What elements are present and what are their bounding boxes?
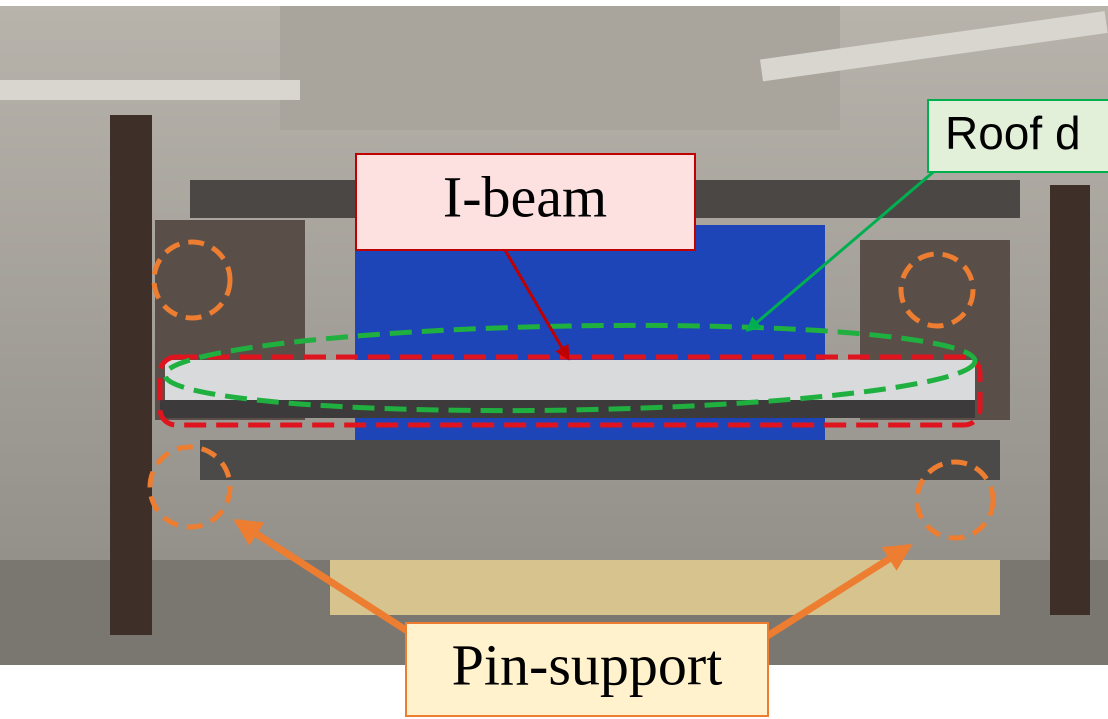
pin-support-callout: Pin-support: [406, 623, 768, 716]
i-beam-callout: I-beam: [356, 154, 695, 250]
callout-label: Roof d: [945, 107, 1081, 159]
callout-label: Pin-support: [452, 632, 723, 697]
page: I-beam Roof d Pin-support (() => { const…: [0, 0, 1108, 719]
roof-deck-callout: Roof d: [928, 100, 1108, 172]
annotated-photo: I-beam Roof d Pin-support: [0, 0, 1108, 719]
callout-label: I-beam: [443, 164, 607, 229]
